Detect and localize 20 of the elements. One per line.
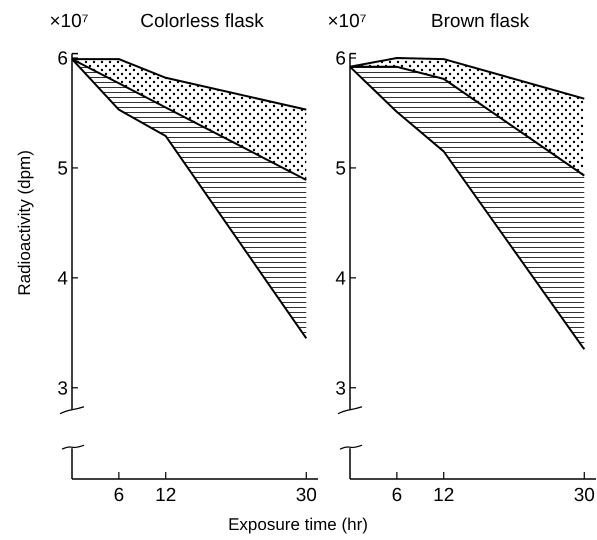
text: ×10⁷ bbox=[327, 11, 367, 32]
y-tick-label: 5 bbox=[57, 158, 68, 180]
x-tick-label: 30 bbox=[574, 485, 595, 506]
y-axis-title: Radioactivity (dpm) bbox=[15, 150, 34, 296]
y-tick-label: 5 bbox=[335, 158, 346, 180]
x-axis-title: Exposure time (hr) bbox=[228, 515, 368, 534]
y-tick-label: 4 bbox=[57, 268, 68, 290]
y-tick-label: 6 bbox=[57, 48, 68, 70]
chart-title: Brown flask bbox=[430, 11, 530, 32]
x-tick-label: 12 bbox=[433, 485, 454, 506]
x-tick-label: 6 bbox=[392, 485, 402, 506]
y-tick-label: 6 bbox=[335, 48, 346, 70]
chart-title: Colorless flask bbox=[140, 11, 264, 32]
y-tick-label: 4 bbox=[335, 268, 346, 290]
y-tick-label: 3 bbox=[335, 378, 346, 400]
x-tick-label: 6 bbox=[114, 485, 124, 506]
x-tick-label: 12 bbox=[155, 485, 176, 506]
y-tick-label: 3 bbox=[57, 378, 68, 400]
x-tick-label: 30 bbox=[296, 485, 317, 506]
text: ×10⁷ bbox=[49, 11, 89, 32]
